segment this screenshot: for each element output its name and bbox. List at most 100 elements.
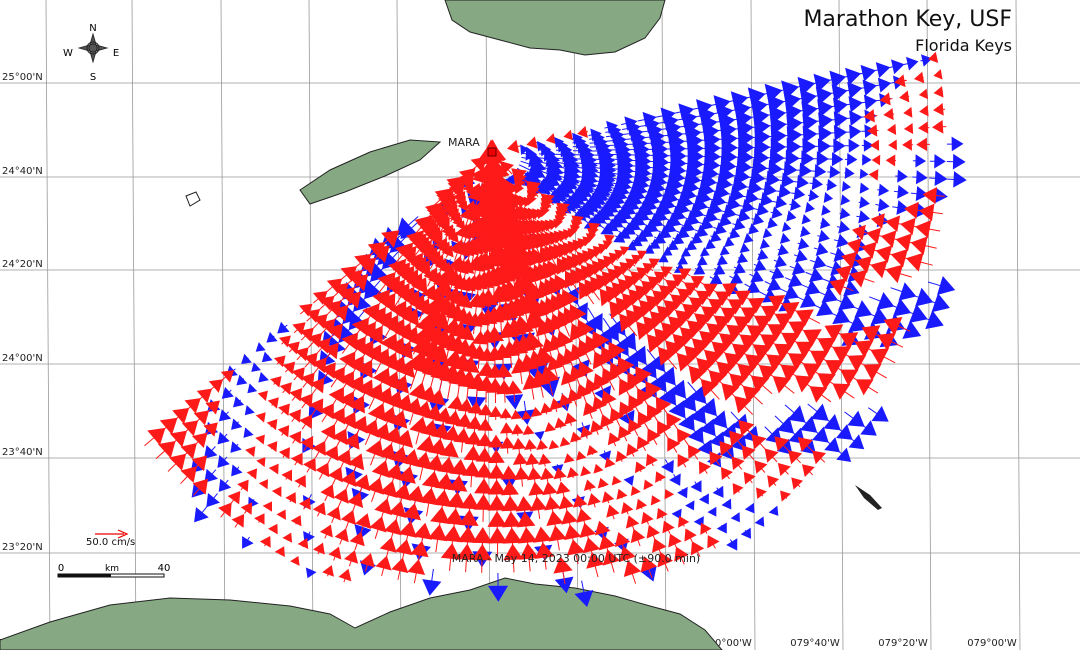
- vector-arrow: [772, 91, 801, 112]
- lon-line: [573, 0, 579, 650]
- vector-arrow: [578, 281, 596, 305]
- current-vectors: [144, 51, 967, 608]
- vector-arrow: [312, 542, 325, 555]
- vector-arrow: [737, 198, 755, 214]
- vector-arrow: [290, 452, 303, 466]
- vector-arrow: [409, 416, 429, 445]
- vector-arrow: [266, 441, 278, 453]
- vector-arrow: [777, 462, 791, 477]
- vector-arrow: [899, 90, 910, 103]
- vector-arrow: [912, 154, 927, 168]
- vector-arrow: [741, 168, 766, 187]
- vector-arrow: [903, 106, 913, 118]
- vector-arrow: [299, 327, 314, 342]
- vector-arrow: [471, 544, 493, 573]
- vector-arrow: [809, 386, 832, 403]
- vector-arrow: [626, 443, 639, 457]
- vector-arrow: [309, 398, 324, 416]
- vector-arrow: [282, 361, 296, 375]
- vector-arrow: [706, 173, 733, 193]
- vector-arrow: [774, 436, 790, 452]
- vector-arrow: [859, 182, 870, 194]
- vector-arrow: [740, 178, 763, 196]
- vector-arrow: [570, 431, 582, 443]
- vector-arrow: [769, 266, 785, 280]
- vector-arrow: [836, 447, 852, 463]
- caption: MARA - May 14, 2023 00:00 UTC (±90.0 min…: [452, 552, 700, 565]
- vector-arrow: [705, 182, 730, 201]
- vector-arrow: [755, 192, 774, 207]
- vector-arrow: [247, 383, 258, 394]
- vector-arrow: [858, 94, 878, 110]
- vector-arrow: [243, 427, 254, 438]
- lon-line: [131, 0, 137, 650]
- vector-arrow: [261, 351, 273, 363]
- vector-arrow: [678, 515, 690, 528]
- vector-arrow: [704, 238, 716, 250]
- vector-arrow: [725, 137, 755, 158]
- vector-arrow: [754, 516, 765, 527]
- vector-arrow: [564, 270, 582, 294]
- vector-arrow: [759, 159, 783, 178]
- vector-arrow: [630, 485, 641, 497]
- vector-arrow: [660, 219, 677, 234]
- vector-arrow: [917, 121, 930, 134]
- vector-arrow: [662, 520, 675, 534]
- vector-arrow: [724, 236, 735, 248]
- vector-arrow: [728, 227, 741, 240]
- vector-arrow: [333, 488, 349, 508]
- vector-arrow: [693, 263, 706, 275]
- vector-arrow: [599, 414, 614, 431]
- vector-arrow: [863, 109, 878, 123]
- vector-arrow: [928, 51, 939, 63]
- vector-arrow: [890, 282, 917, 301]
- vector-arrow: [635, 498, 648, 511]
- vector-arrow: [770, 206, 783, 219]
- vector-arrow: [933, 103, 946, 116]
- vector-arrow: [741, 445, 756, 461]
- vector-arrow: [759, 148, 785, 167]
- vector-arrow: [240, 502, 253, 515]
- vector-arrow: [256, 457, 266, 467]
- vector-arrow: [636, 436, 650, 452]
- vector-arrow: [707, 506, 717, 517]
- vector-arrow: [257, 390, 268, 401]
- vector-arrow: [726, 538, 738, 551]
- vector-arrow: [870, 348, 896, 366]
- vector-arrow: [877, 183, 890, 197]
- vector-arrow: [739, 242, 750, 253]
- vector-arrow: [672, 232, 685, 245]
- vector-arrow: [279, 382, 292, 395]
- vector-arrow: [685, 239, 697, 251]
- vector-arrow: [311, 440, 326, 458]
- vector-arrow: [297, 537, 309, 550]
- vector-arrow: [702, 199, 723, 216]
- vector-arrow: [844, 167, 855, 179]
- vector-arrow: [856, 79, 877, 96]
- vector-arrow: [271, 486, 282, 498]
- vector-arrow: [180, 466, 197, 485]
- vector-arrow: [634, 461, 647, 474]
- vector-arrow: [853, 64, 876, 82]
- vector-arrow: [932, 119, 947, 134]
- vector-arrow: [742, 137, 771, 158]
- vector-arrow: [797, 437, 813, 452]
- vector-arrow: [255, 434, 265, 445]
- cuba-coast: [0, 577, 723, 650]
- vector-arrow: [812, 450, 826, 465]
- compass-e: E: [113, 48, 119, 59]
- vector-arrow: [674, 546, 689, 565]
- vector-arrow: [857, 420, 877, 436]
- vector-arrow: [617, 425, 632, 442]
- vector-arrow: [767, 217, 778, 229]
- vector-arrow: [282, 532, 293, 543]
- vector-arrow: [660, 266, 673, 278]
- vector-arrow: [677, 486, 688, 499]
- vector-arrow: [856, 210, 871, 224]
- lon-label: 079°00'W: [967, 638, 1017, 649]
- vector-arrow: [742, 127, 771, 148]
- vector-arrow: [870, 62, 891, 78]
- vector-arrow: [268, 463, 279, 475]
- vector-arrow: [267, 397, 279, 409]
